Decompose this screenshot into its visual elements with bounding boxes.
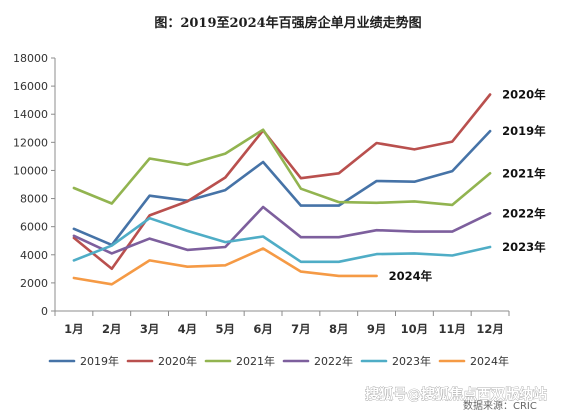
- chart-end-labels: 2019年 2020年 2021年 2022年 2023年 2024年: [389, 88, 547, 283]
- y-tick-label: 4000: [20, 249, 48, 262]
- y-tick-label: 14000: [13, 108, 48, 121]
- chart-legend: 2019年 2020年 2021年 2022年 2023年 2024年: [48, 354, 509, 368]
- x-tick-label: 2月: [102, 322, 122, 336]
- y-tick-label: 8000: [20, 193, 48, 206]
- series-line-3: [72, 128, 492, 207]
- chart-axes: 0 2000 4000 6000 8000 10000 12000 14000 16000 180…: [13, 52, 510, 336]
- y-tick-label: 2000: [20, 277, 48, 290]
- x-tick-label: 1月: [64, 322, 84, 336]
- y-tick-label: 0: [41, 305, 48, 318]
- x-tick-label: 11月: [438, 322, 466, 336]
- legend-label: 2023年: [392, 354, 431, 368]
- x-tick-label: 4月: [178, 322, 198, 336]
- legend-label: 2024年: [470, 354, 509, 368]
- x-tick-label: 3月: [140, 322, 160, 336]
- chart-title: 图：2019至2024年百强房企单月业绩走势图: [154, 15, 421, 31]
- chart-series-lines: [72, 93, 492, 286]
- legend-label: 2019年: [80, 354, 119, 368]
- x-tick-label: 12月: [476, 322, 504, 336]
- y-tick-label: 10000: [13, 164, 48, 177]
- watermark-source-text: 数据来源：CRIC: [463, 399, 537, 412]
- x-tick-label: 10月: [401, 322, 429, 336]
- series-end-label: 2024年: [389, 269, 433, 283]
- y-tick-label: 6000: [20, 221, 48, 234]
- series-line-1: [72, 129, 492, 247]
- y-tick-label: 12000: [13, 136, 48, 149]
- series-end-label: 2020年: [502, 88, 546, 102]
- x-tick-label: 8月: [329, 322, 349, 336]
- series-end-label: 2021年: [502, 166, 546, 180]
- series-end-label: 2023年: [502, 240, 546, 254]
- watermark: 搜狐号@搜狐焦点西双版纳站 数据来源：CRIC: [365, 386, 548, 412]
- y-tick-label: 16000: [13, 80, 48, 93]
- series-line-6: [72, 247, 378, 286]
- series-end-label: 2019年: [502, 124, 546, 138]
- legend-label: 2022年: [314, 354, 353, 368]
- y-tick-label: 18000: [13, 52, 48, 65]
- series-line-4: [72, 205, 492, 255]
- x-tick-label: 6月: [253, 322, 273, 336]
- series-line-5: [72, 216, 492, 264]
- legend-label: 2021年: [236, 354, 275, 368]
- series-end-label: 2022年: [502, 206, 546, 220]
- legend-label: 2020年: [158, 354, 197, 368]
- watermark-text: 搜狐号@搜狐焦点西双版纳站: [365, 386, 547, 403]
- x-tick-label: 5月: [215, 322, 235, 336]
- x-tick-label: 9月: [367, 322, 387, 336]
- x-tick-label: 7月: [291, 322, 311, 336]
